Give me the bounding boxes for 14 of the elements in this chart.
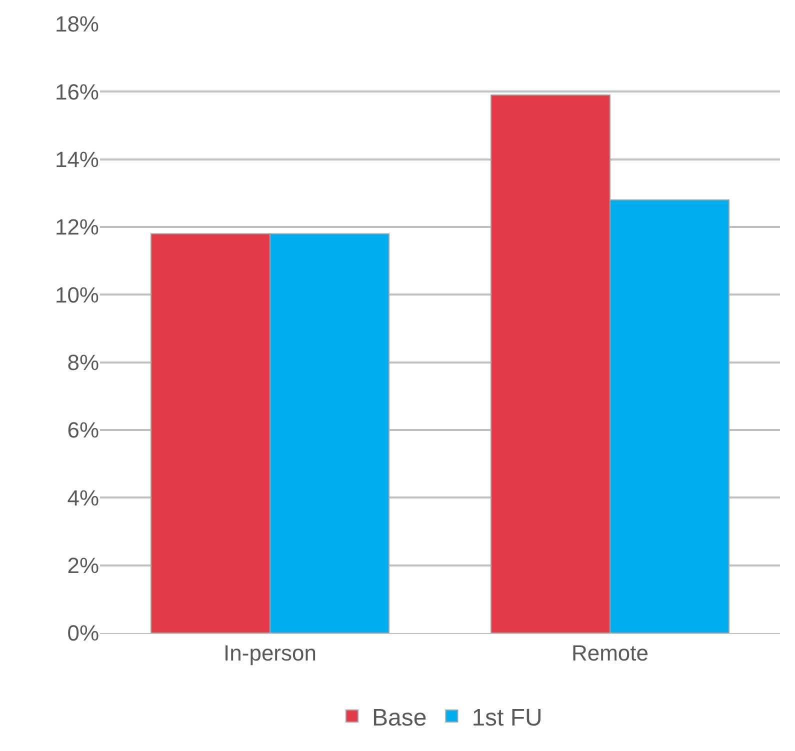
legend-label: 1st FU <box>472 704 542 732</box>
y-tick-label: 2% <box>67 553 99 578</box>
y-tick-label: 14% <box>54 147 99 172</box>
y-tick-label: 8% <box>67 350 99 376</box>
y-tick-label: 4% <box>67 485 99 510</box>
y-tick-label: 18% <box>54 12 99 37</box>
y-tick-label: 10% <box>54 282 99 308</box>
legend-label: Base <box>372 704 427 732</box>
y-tick-label: 16% <box>54 79 99 104</box>
x-tick-label: In-person <box>224 640 316 666</box>
x-tick-label: Remote <box>571 640 649 666</box>
y-tick-label: 12% <box>54 214 99 240</box>
y-tick-label: 6% <box>67 418 99 443</box>
y-tick-label: 0% <box>67 620 99 646</box>
